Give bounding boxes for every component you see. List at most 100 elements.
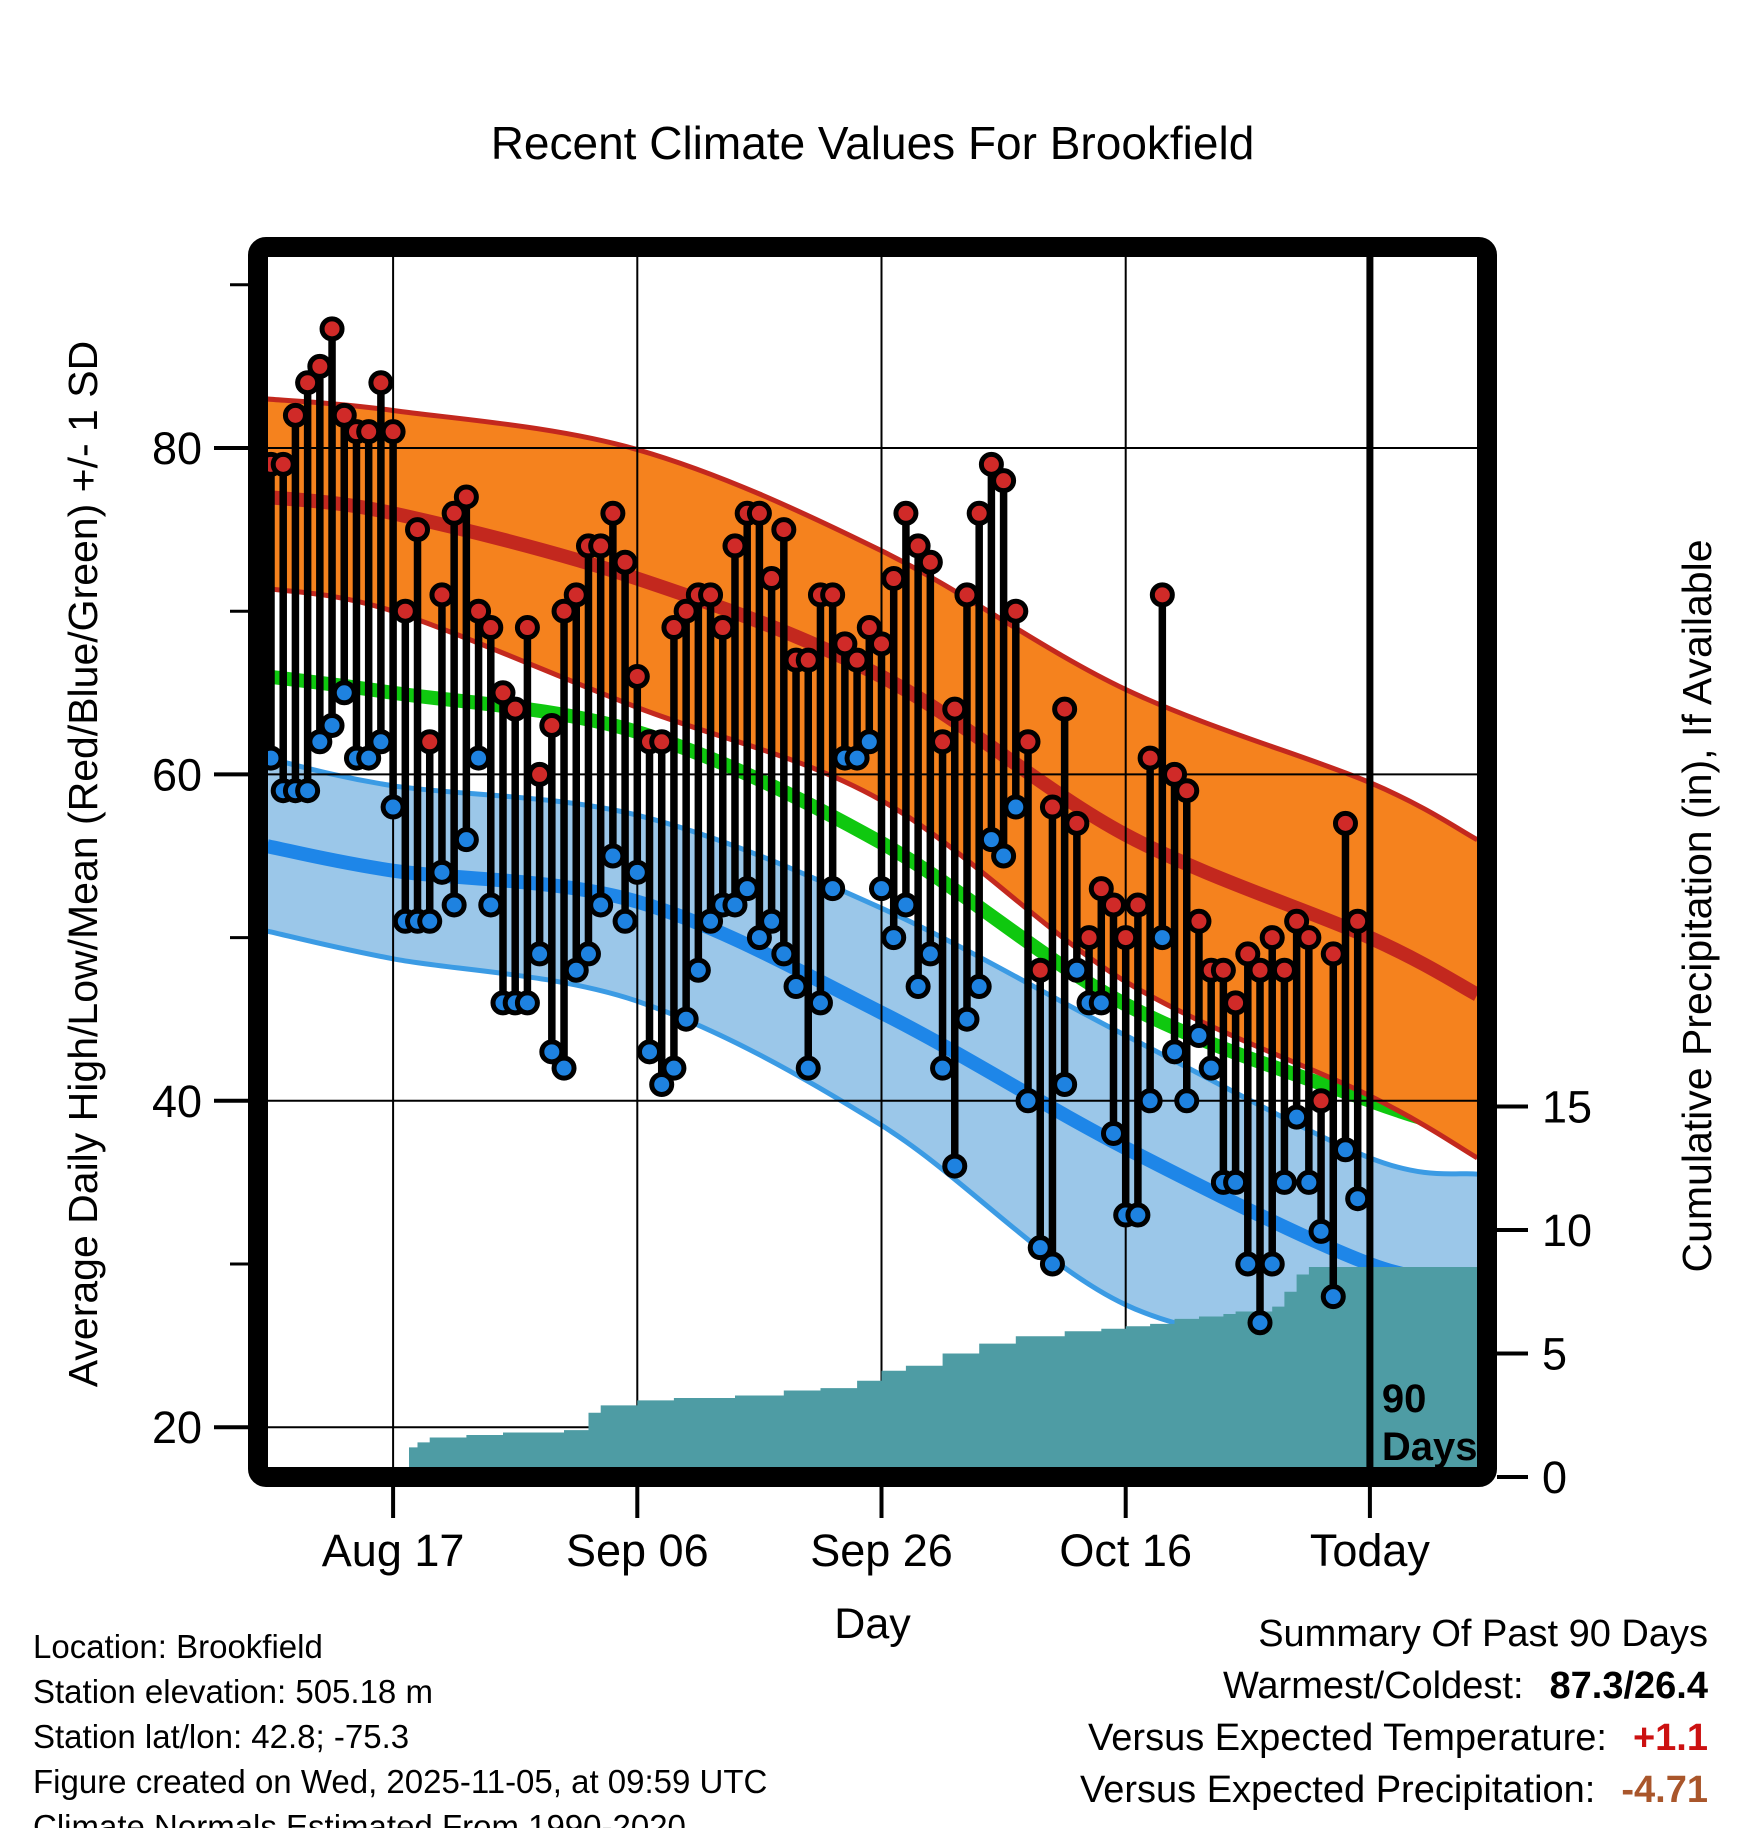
daily-high-dot: [869, 631, 894, 657]
daily-high-dot: [295, 370, 321, 396]
daily-high-dot: [270, 451, 296, 477]
daily-high-dot: [759, 566, 785, 592]
daily-high-dot: [527, 761, 553, 787]
daily-low-dot: [575, 941, 601, 967]
daily-low-dot: [1296, 1169, 1322, 1195]
daily-high-dot: [551, 598, 577, 624]
daily-low-dot: [1052, 1071, 1078, 1097]
daily-low-dot: [930, 1055, 956, 1081]
daily-high-dot: [429, 582, 455, 608]
daily-high-dot: [368, 370, 394, 396]
daily-high-dot: [331, 402, 357, 428]
daily-low-dot: [954, 1006, 980, 1032]
daily-high-dot: [356, 419, 382, 445]
daily-low-dot: [698, 908, 724, 934]
x-tick-label: Sep 26: [810, 1525, 953, 1576]
daily-high-dot: [832, 631, 858, 657]
daily-high-dot: [746, 500, 772, 526]
daily-high-dot: [1064, 810, 1090, 836]
daily-low-dot: [539, 1039, 565, 1065]
daily-low-dot: [685, 957, 711, 983]
daily-high-dot: [1247, 957, 1273, 983]
daily-high-dot: [1052, 696, 1078, 722]
daily-low-dot: [1149, 925, 1175, 951]
daily-high-dot: [1113, 925, 1139, 951]
daily-high-dot: [1284, 908, 1310, 934]
daily-low-dot: [588, 892, 614, 918]
daily-low-dot: [624, 859, 650, 885]
summary-vs-precipitation: Versus Expected Precipitation: -4.71: [1080, 1764, 1708, 1816]
daily-low-dot: [1100, 1120, 1126, 1146]
daily-low-dot: [978, 827, 1004, 853]
daily-low-dot: [1125, 1202, 1151, 1228]
daily-high-dot: [307, 353, 333, 379]
daily-low-dot: [1088, 990, 1114, 1016]
daily-low-dot: [795, 1055, 821, 1081]
footer-normals: Climate Normals Estimated From 1990-2020: [33, 1808, 686, 1828]
vs-temperature-value: +1.1: [1632, 1717, 1708, 1759]
daily-high-dot: [319, 316, 345, 342]
daily-low-dot: [368, 729, 394, 755]
daily-high-dot: [893, 500, 919, 526]
footer-elevation: Station elevation: 505.18 m: [33, 1673, 433, 1710]
daily-low-dot: [1308, 1218, 1334, 1244]
daily-low-dot: [514, 990, 540, 1016]
summary-warmest-coldest: Warmest/Coldest: 87.3/26.4: [1080, 1660, 1708, 1712]
daily-high-low-lollipops: [268, 316, 1371, 1336]
summary-vs-temperature: Versus Expected Temperature: +1.1: [1080, 1712, 1708, 1764]
daily-high-dot: [1149, 582, 1175, 608]
left-tick-label: 60: [152, 749, 202, 800]
daily-high-dot: [1100, 892, 1126, 918]
daily-low-dot: [1186, 1023, 1212, 1049]
x-tick-label: Sep 06: [566, 1525, 709, 1576]
daily-high-dot: [466, 598, 492, 624]
daily-high-dot: [917, 549, 943, 575]
daily-low-dot: [905, 974, 931, 1000]
daily-low-dot: [881, 925, 907, 951]
daily-high-dot: [1345, 908, 1371, 934]
daily-high-dot: [1162, 761, 1188, 787]
daily-low-dot: [746, 925, 772, 951]
daily-high-dot: [978, 451, 1004, 477]
daily-low-dot: [453, 827, 479, 853]
daily-high-dot: [698, 582, 724, 608]
daily-low-dot: [612, 908, 638, 934]
daily-high-dot: [1332, 810, 1358, 836]
daily-low-dot: [356, 745, 382, 771]
daily-high-dot: [1210, 957, 1236, 983]
daily-low-dot: [1027, 1235, 1053, 1261]
daily-low-dot: [734, 876, 760, 902]
daily-low-dot: [759, 908, 785, 934]
daily-low-dot: [331, 680, 357, 706]
daily-low-dot: [268, 745, 284, 771]
daily-low-dot: [991, 843, 1017, 869]
daily-high-dot: [966, 500, 992, 526]
daily-low-dot: [722, 892, 748, 918]
daily-high-dot: [722, 533, 748, 559]
daily-low-dot: [661, 1055, 687, 1081]
daily-low-dot: [441, 892, 467, 918]
daily-high-dot: [392, 598, 418, 624]
summary-title: Summary Of Past 90 Days: [1258, 1613, 1708, 1655]
right-tick-label: 5: [1542, 1329, 1567, 1380]
daily-high-dot: [856, 615, 882, 641]
daily-low-dot: [1198, 1055, 1224, 1081]
footer-latlon: Station lat/lon: 42.8; -75.3: [33, 1718, 410, 1755]
daily-high-dot: [1015, 729, 1041, 755]
daily-high-dot: [380, 419, 406, 445]
ninety-days-label: Days: [1382, 1425, 1478, 1469]
daily-low-dot: [1223, 1169, 1249, 1195]
daily-high-dot: [1039, 794, 1065, 820]
daily-high-dot: [954, 582, 980, 608]
axis-ticks: 20 40 60 80 Aug 17 Sep 06 Sep 26 Oct 16 Today 0 5 1…: [152, 283, 1592, 1576]
daily-high-dot: [1125, 892, 1151, 918]
daily-low-dot: [869, 876, 894, 902]
daily-high-dot: [417, 729, 443, 755]
daily-low-dot: [637, 1039, 663, 1065]
daily-high-dot: [1271, 957, 1297, 983]
daily-high-dot: [930, 729, 956, 755]
daily-high-dot: [1223, 990, 1249, 1016]
x-tick-label: Today: [1310, 1525, 1431, 1576]
